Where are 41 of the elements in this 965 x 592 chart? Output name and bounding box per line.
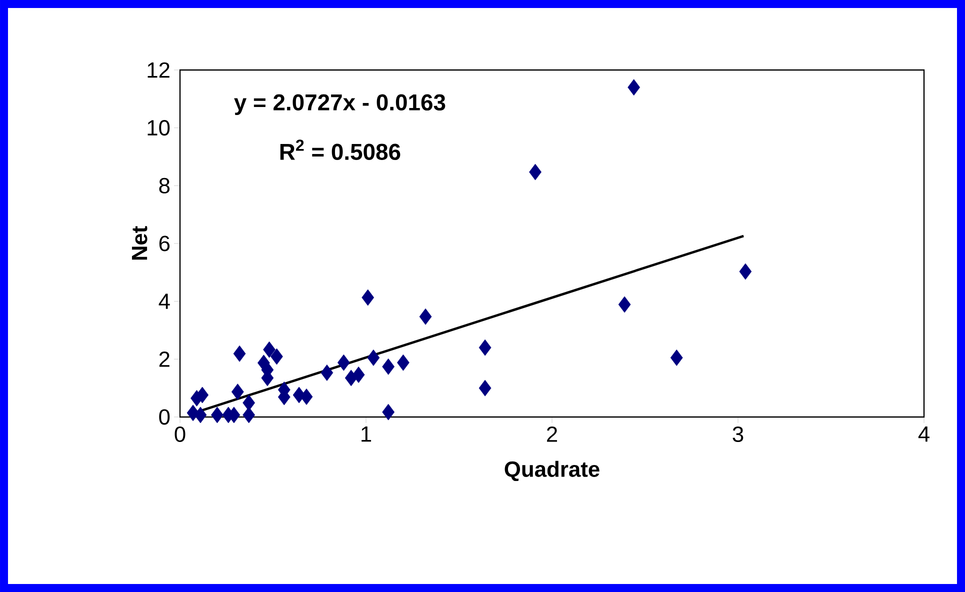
point (628, 79, 640, 96)
y-tick-label: 10 (148, 120, 170, 136)
point (670, 350, 683, 366)
point (362, 289, 374, 306)
annotation: R$^{2}$ = 0.5086 (280, 140, 400, 160)
point (231, 384, 244, 400)
x-axis-title: Quadrate (504, 460, 600, 482)
point (382, 404, 395, 420)
x-tick-label: 4 (918, 426, 930, 442)
point (352, 366, 365, 383)
point (194, 406, 207, 424)
x-tick-label: 3 (732, 426, 744, 442)
point (270, 348, 283, 365)
y-tick-label: 0 (159, 409, 170, 425)
point (478, 339, 492, 356)
point (397, 354, 410, 371)
y-tick-label: 12 (148, 62, 170, 78)
point (478, 380, 492, 396)
annotation: y = 2.0727x - 0.0163 (234, 94, 446, 116)
y-tick-label: 8 (159, 178, 170, 194)
point (263, 341, 276, 358)
point (196, 386, 209, 404)
y-tick-label: 4 (158, 294, 170, 309)
y-axis-title: Net (132, 226, 148, 260)
point (382, 358, 395, 375)
y-tick-label: 6 (159, 236, 170, 252)
point (739, 263, 752, 280)
point (419, 308, 432, 325)
point (211, 406, 224, 424)
x-tick-label: 2 (547, 426, 558, 442)
point (618, 296, 631, 313)
point (320, 364, 334, 381)
x-tick-label: 1 (362, 426, 372, 442)
x-tick-label: 0 (174, 426, 186, 442)
point (233, 345, 246, 362)
point (242, 406, 256, 424)
point (337, 354, 350, 371)
point (529, 164, 542, 180)
point (367, 350, 380, 366)
y-tick-label: 2 (159, 351, 170, 367)
point (300, 388, 313, 405)
